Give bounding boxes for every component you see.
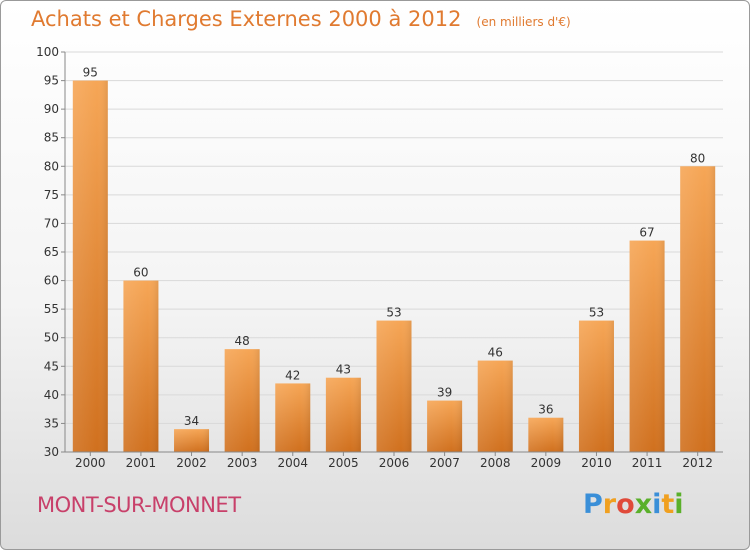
y-tick-label: 30 (44, 445, 59, 459)
y-tick-label: 80 (44, 159, 59, 173)
title-row: Achats et Charges Externes 2000 à 2012 (… (31, 7, 571, 31)
bar-shade-2005 (325, 377, 361, 452)
proxiti-logo[interactable]: Proxiti (583, 489, 684, 520)
x-tick-label: 2010 (581, 456, 612, 470)
x-tick-label: 2001 (126, 456, 157, 470)
data-label: 60 (133, 266, 148, 280)
x-tick-label: 2002 (176, 456, 207, 470)
bar-shade-2007 (427, 400, 463, 452)
data-label: 39 (437, 386, 452, 400)
data-label: 53 (589, 306, 604, 320)
y-tick-label: 65 (44, 245, 59, 259)
x-tick-label: 2005 (328, 456, 359, 470)
x-tick-label: 2006 (379, 456, 410, 470)
bar-shade-2002 (174, 429, 210, 452)
y-tick-label: 35 (44, 416, 59, 430)
x-tick-label: 2012 (682, 456, 713, 470)
data-label: 34 (184, 414, 199, 428)
bar-shade-2012 (680, 166, 716, 453)
data-label: 43 (336, 363, 351, 377)
data-label: 42 (285, 368, 300, 382)
x-tick-label: 2009 (531, 456, 562, 470)
bar-shade-2003 (224, 349, 260, 452)
x-tick-label: 2011 (632, 456, 663, 470)
y-tick-label: 60 (44, 274, 59, 288)
bar-shade-2009 (528, 417, 564, 452)
y-tick-label: 50 (44, 331, 59, 345)
bar-shade-2006 (376, 320, 412, 452)
data-label: 67 (639, 226, 654, 240)
y-tick-label: 45 (44, 359, 59, 373)
y-tick-label: 40 (44, 388, 59, 402)
data-label: 36 (538, 403, 553, 417)
data-label: 46 (488, 346, 503, 360)
data-label: 95 (83, 66, 98, 80)
bar-shade-2000 (72, 80, 108, 453)
y-tick-label: 90 (44, 102, 59, 116)
y-tick-label: 100 (36, 45, 59, 59)
y-tick-label: 95 (44, 74, 59, 88)
y-tick-label: 85 (44, 131, 59, 145)
chart-title: Achats et Charges Externes 2000 à 2012 (31, 7, 462, 31)
bar-layer (72, 80, 716, 453)
commune-name: MONT-SUR-MONNET (37, 493, 241, 517)
axis-layer: 30 35 40 45 50 55 60 65 70 75 80 85 90 95 100 (36, 45, 723, 459)
bar-shade-2004 (275, 383, 311, 452)
x-tick-label: 2008 (480, 456, 511, 470)
chart-unit: (en milliers d'€) (476, 15, 571, 29)
y-tick-label: 70 (44, 216, 59, 230)
data-label: 53 (386, 306, 401, 320)
bar-shade-2001 (123, 280, 159, 452)
x-tick-label: 2004 (277, 456, 308, 470)
data-label: 80 (690, 151, 705, 165)
x-tick-label: 2003 (227, 456, 258, 470)
y-tick-label: 75 (44, 188, 59, 202)
label-layer: 95 2000 60 2001 34 2002 48 2003 42 2004 43 2005 53 20… (75, 66, 713, 470)
bar-shade-2010 (578, 320, 614, 452)
bar-shade-2011 (629, 240, 665, 452)
x-tick-label: 2007 (429, 456, 460, 470)
data-label: 48 (235, 334, 250, 348)
bar-shade-2008 (477, 360, 513, 452)
y-tick-label: 55 (44, 302, 59, 316)
x-tick-label: 2000 (75, 456, 106, 470)
